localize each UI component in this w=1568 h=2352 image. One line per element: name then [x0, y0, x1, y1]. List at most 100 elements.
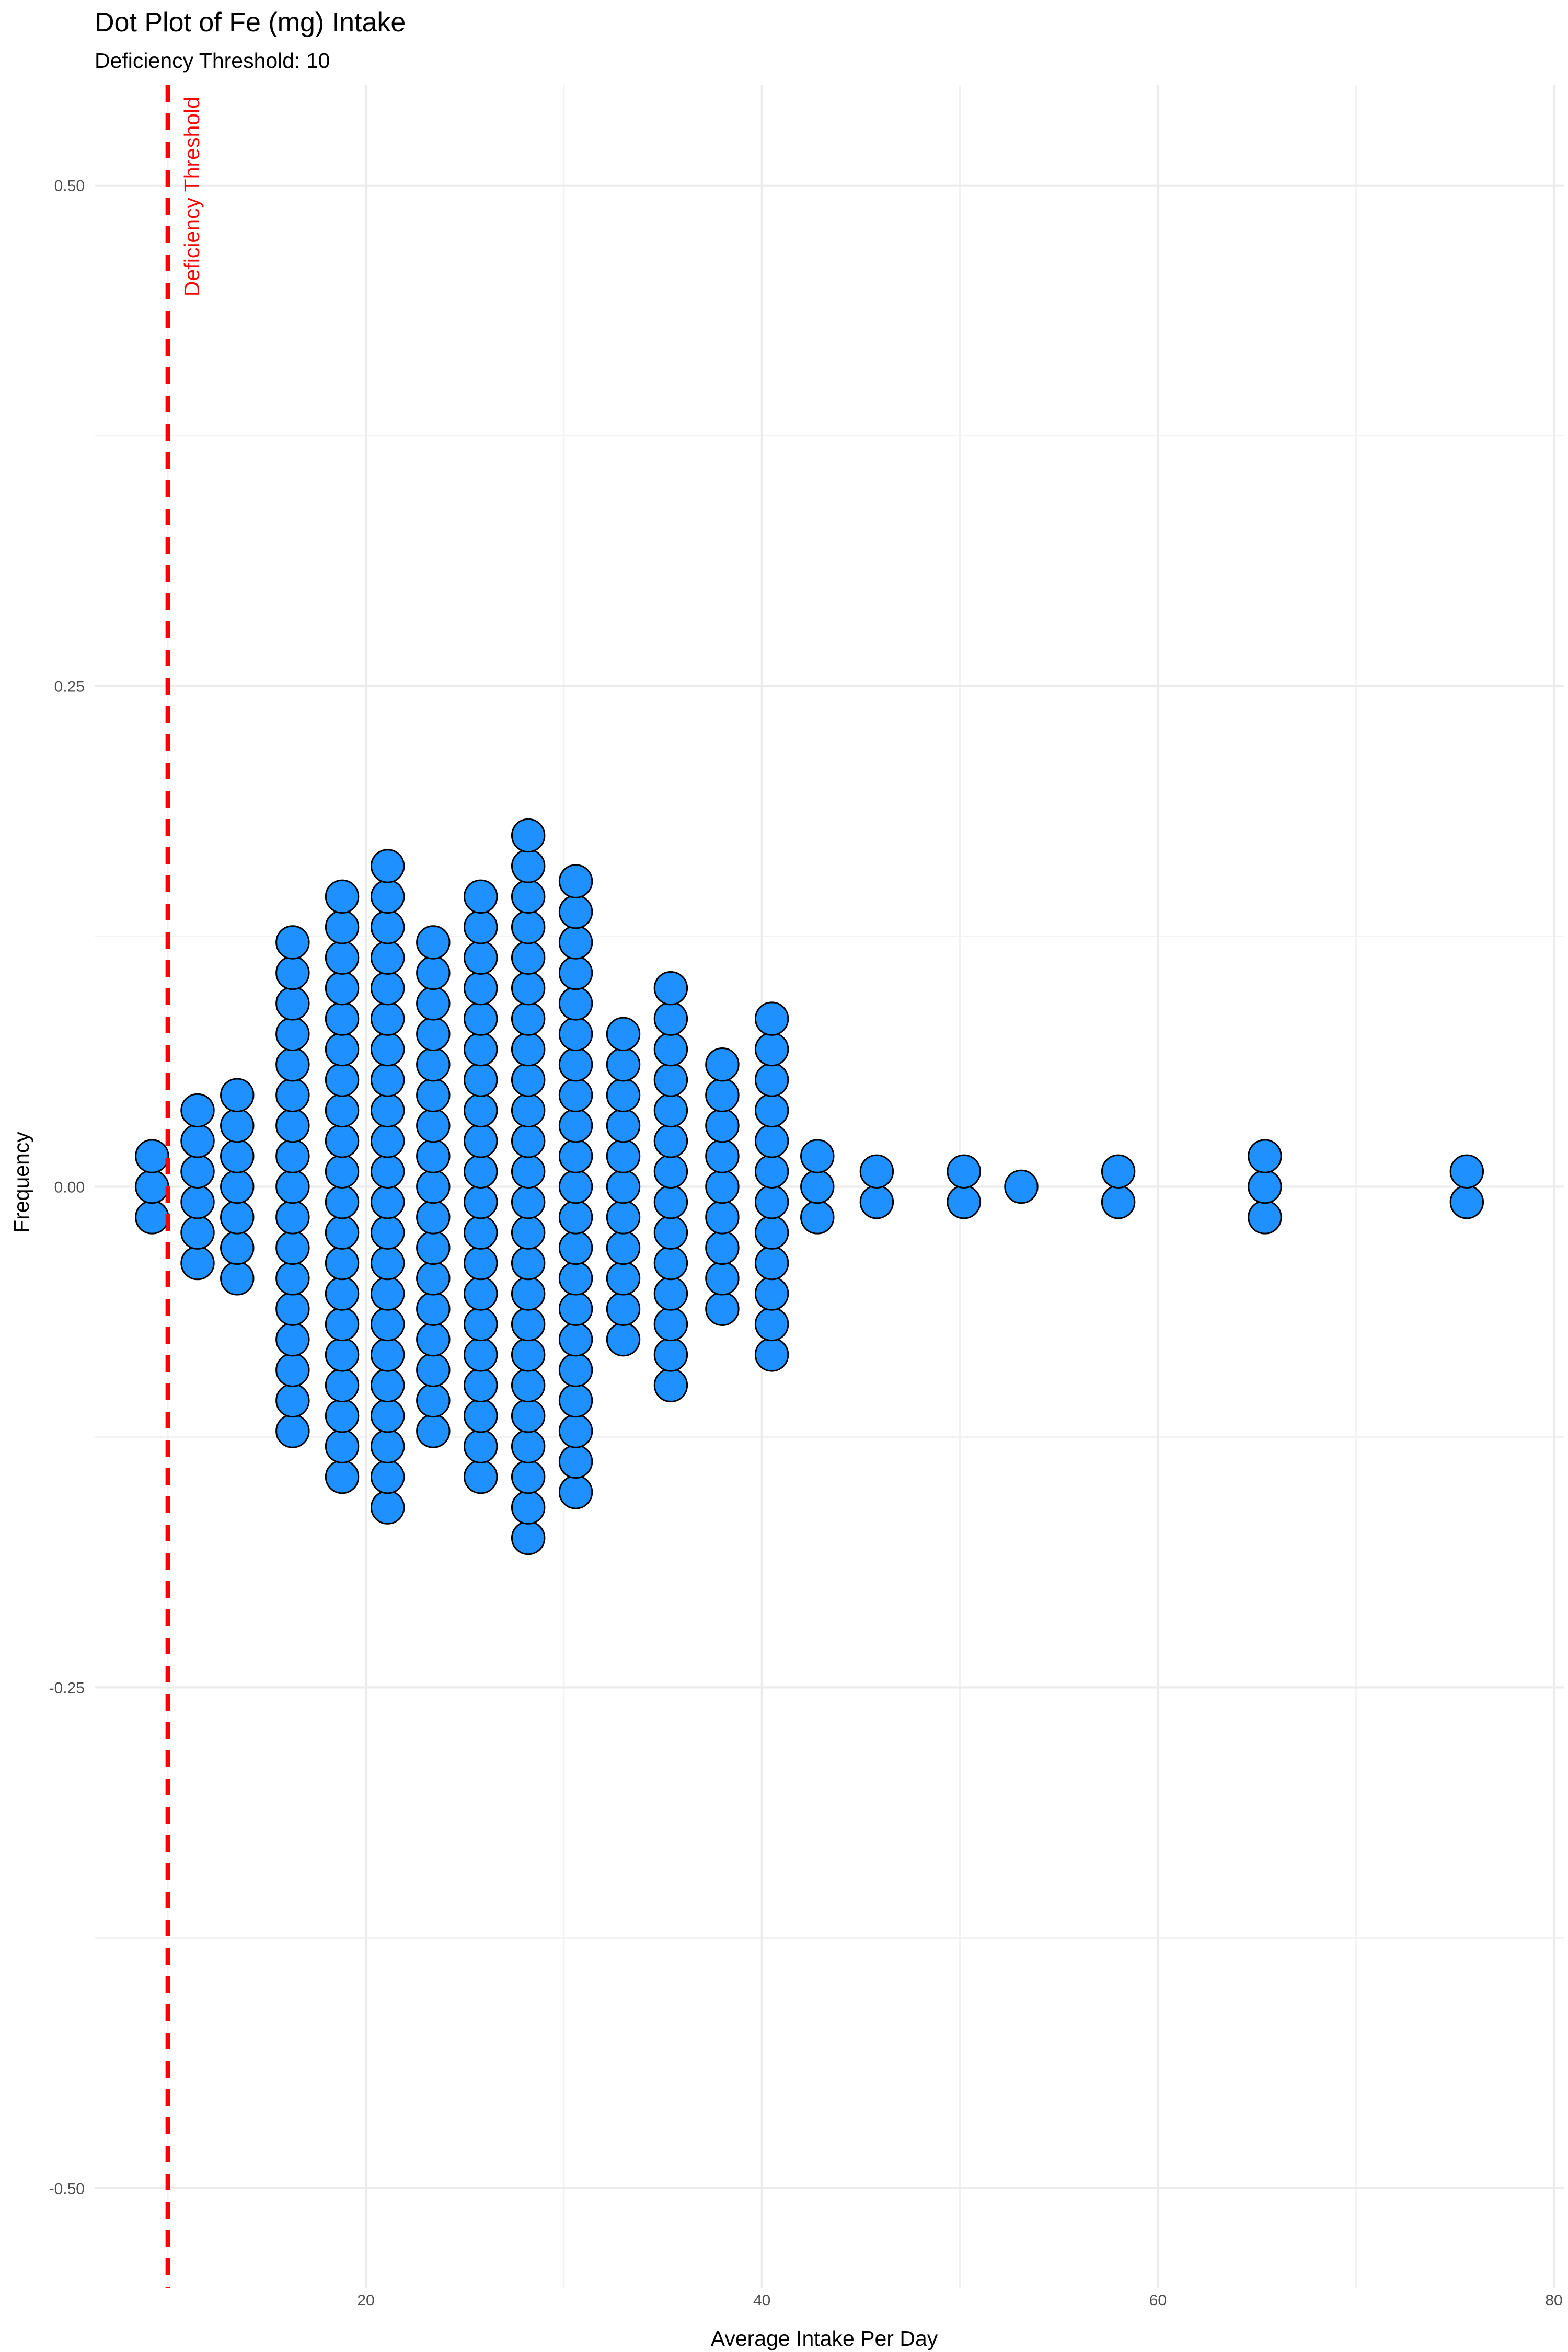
data-dot [606, 1078, 641, 1112]
data-dot [606, 1169, 641, 1204]
data-dot [754, 1307, 789, 1342]
data-dot [416, 1322, 451, 1357]
data-dot [511, 1338, 546, 1372]
data-dot [464, 879, 498, 914]
data-dot [511, 1399, 546, 1433]
data-dot [705, 1108, 740, 1143]
data-dot [220, 1139, 255, 1173]
data-dot [325, 1429, 360, 1463]
data-dot [180, 1185, 215, 1219]
data-dot [416, 1261, 451, 1296]
data-dot [135, 1139, 169, 1173]
data-dot [511, 1429, 546, 1463]
y-tick-label: -0.25 [49, 1679, 85, 1697]
data-dot [416, 1353, 451, 1387]
data-dot [511, 1185, 546, 1219]
data-dot [464, 1185, 498, 1219]
data-dot [370, 971, 405, 1006]
data-dot [275, 1169, 310, 1204]
data-dot [653, 971, 688, 1006]
data-dot [275, 1200, 310, 1235]
x-tick-label: 80 [1545, 2292, 1562, 2309]
data-dot [511, 1154, 546, 1189]
data-dot [606, 1322, 641, 1357]
data-dot [464, 1215, 498, 1250]
data-dot [275, 1078, 310, 1112]
data-dot [370, 1124, 405, 1158]
chart-subtitle: Deficiency Threshold: 10 [95, 49, 330, 73]
data-dot [370, 1399, 405, 1433]
data-dot [1449, 1185, 1484, 1219]
data-dot [464, 1399, 498, 1433]
data-dot [1101, 1154, 1136, 1189]
y-axis-title: Frequency [9, 1132, 33, 1233]
data-dot [558, 955, 593, 990]
data-dot [705, 1261, 740, 1296]
data-dot [511, 1093, 546, 1128]
data-dot [325, 1368, 360, 1403]
y-axis: 0.50 0.25 0.00 -0.25 -0.50 [49, 178, 85, 2198]
data-dot [558, 986, 593, 1021]
data-dot [558, 1139, 593, 1173]
data-dot [325, 1459, 360, 1494]
data-dot [558, 1444, 593, 1479]
data-dot [606, 1108, 641, 1143]
data-dot [416, 955, 451, 990]
data-dot [416, 1047, 451, 1082]
data-dot [325, 879, 360, 914]
data-dot [275, 1292, 310, 1326]
data-dot [180, 1154, 215, 1189]
data-dot [754, 1215, 789, 1250]
x-tick-label: 40 [753, 2292, 770, 2309]
data-dot [653, 1368, 688, 1403]
data-dot [859, 1154, 894, 1189]
data-dot [416, 1078, 451, 1112]
data-dot [370, 1246, 405, 1281]
data-dot [416, 1383, 451, 1418]
data-dot [416, 1017, 451, 1052]
data-dot [325, 1307, 360, 1342]
data-dot [511, 1063, 546, 1097]
data-dot [464, 910, 498, 944]
x-axis: 20 40 60 80 [357, 2292, 1562, 2309]
x-axis-title: Average Intake Per Day [711, 2326, 938, 2350]
data-dot [653, 1307, 688, 1342]
data-dot [135, 1169, 169, 1204]
data-dot [416, 1292, 451, 1326]
y-tick-label: -0.50 [49, 2180, 85, 2197]
data-dot [947, 1154, 981, 1189]
data-dot [1101, 1185, 1136, 1219]
data-dot [558, 894, 593, 929]
data-dot [416, 1169, 451, 1204]
chart-title: Dot Plot of Fe (mg) Intake [95, 7, 406, 38]
data-dot [370, 1276, 405, 1311]
data-dot [754, 1032, 789, 1067]
data-dot [464, 1063, 498, 1097]
data-dot [464, 1124, 498, 1158]
data-dot [558, 1292, 593, 1326]
data-dot [653, 1093, 688, 1128]
data-dot [511, 1276, 546, 1311]
data-dot [705, 1139, 740, 1173]
data-dot [325, 940, 360, 975]
data-dot [511, 1246, 546, 1281]
data-dot [416, 1200, 451, 1235]
data-dot [1248, 1169, 1282, 1204]
data-dot [754, 1246, 789, 1281]
data-dot [325, 1001, 360, 1036]
data-dot [754, 1124, 789, 1158]
data-dot [558, 1169, 593, 1204]
data-dot [754, 1185, 789, 1219]
data-dot [275, 1414, 310, 1448]
data-dot [511, 1368, 546, 1403]
data-dot [370, 1001, 405, 1036]
data-dot [1248, 1200, 1282, 1235]
data-dot [606, 1261, 641, 1296]
data-dot [275, 1017, 310, 1052]
data-dot [325, 1338, 360, 1372]
data-dot [325, 1093, 360, 1128]
data-dot [370, 1459, 405, 1494]
data-dot [511, 1520, 546, 1555]
data-dot [370, 910, 405, 944]
data-dot [275, 1383, 310, 1418]
